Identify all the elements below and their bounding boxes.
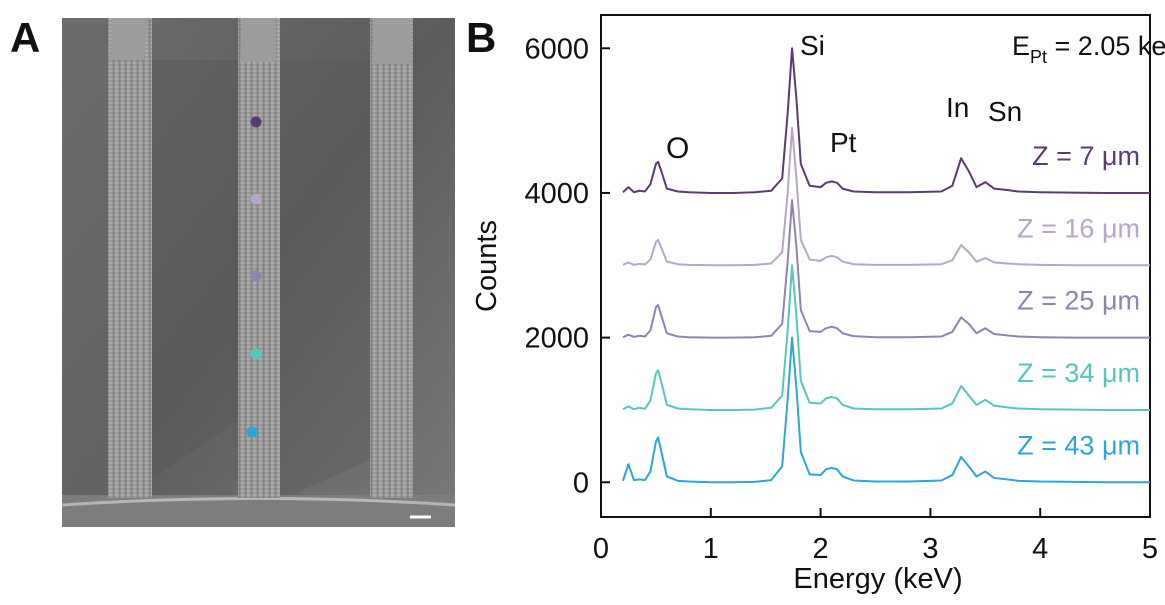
series-label: Z = 25 μm [1017,286,1140,316]
probe-dot [250,193,262,205]
pillar-top [372,18,412,64]
probe-dot [250,116,262,128]
y-tick-label: 0 [573,467,589,499]
x-tick-label: 3 [922,533,938,565]
pillar [238,18,280,498]
spectrum-line [622,199,1150,339]
spectrum-line [622,336,1150,484]
peak-label: O [666,132,689,165]
x-axis-label: Energy (keV) [793,563,962,595]
peak-label: Si [800,30,825,61]
peak-label: In [946,92,969,123]
x-tick-label: 2 [813,533,829,565]
x-tick-label: 1 [703,533,719,565]
energy-label-main: E [1012,31,1030,61]
pillar [370,18,413,498]
series-label: Z = 34 μm [1017,358,1140,388]
peak-label: Sn [988,96,1022,127]
x-tick-label: 5 [1142,533,1158,565]
y-tick-label: 4000 [524,178,589,210]
pillar-top [110,18,148,60]
x-tick-label: 0 [593,533,609,565]
energy-label: EPt = 2.05 keV [1012,31,1165,67]
probe-dot [246,426,258,438]
series-label: Z = 7 μm [1032,141,1140,171]
y-tick-label: 6000 [524,33,589,65]
series-label: Z = 16 μm [1017,213,1140,243]
spectrum-line [622,264,1150,411]
peak-label: Pt [830,127,857,158]
y-tick-label: 2000 [524,323,589,355]
panel-label: B [466,14,496,61]
shadow [150,60,238,480]
pillar [108,18,152,498]
sem-image [61,18,456,527]
y-axis-label: Counts [471,220,503,312]
probe-dot [250,270,262,282]
series-label: Z = 43 μm [1017,430,1140,460]
shadow [280,60,370,500]
substrate-edge [61,497,456,507]
pillar-top [240,18,276,62]
shadow [62,18,110,500]
energy-label-rest: = 2.05 keV [1047,31,1165,61]
spectrum-line [622,126,1150,267]
probe-dot [250,348,262,360]
panel-label: A [10,14,40,61]
spectrum-line [622,47,1150,194]
x-tick-label: 4 [1032,533,1048,565]
energy-label-sub: Pt [1030,47,1047,67]
